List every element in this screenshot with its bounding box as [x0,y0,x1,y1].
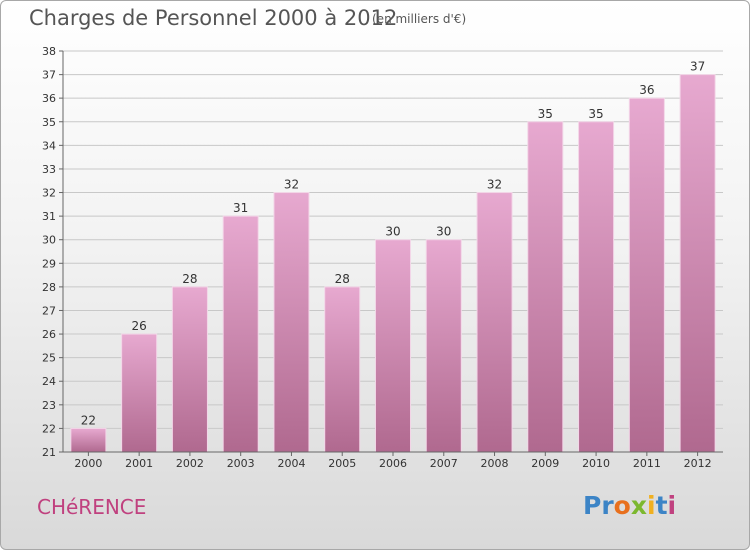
logo-letter: i [667,491,677,520]
bar-value-label: 26 [132,319,147,333]
logo-letter: i [647,491,656,520]
y-tick-label: 21 [42,446,56,459]
logo-letter: t [655,491,668,520]
logo-letter: P [583,491,602,520]
bar [171,286,208,453]
y-tick-label: 36 [42,92,56,105]
bar [121,333,158,453]
bar-value-label: 31 [233,201,248,215]
y-tick-label: 34 [42,139,56,152]
x-tick-label: 2006 [379,457,407,470]
y-tick-label: 29 [42,257,56,270]
commune-name: CHéRENCE [37,495,147,519]
y-tick-label: 25 [42,352,56,365]
chart-subtitle: (en milliers d'€) [372,12,467,26]
bar [628,97,665,453]
x-tick-label: 2010 [582,457,610,470]
labels: 21 22 23 24 25 26 27 28 29 30 31 32 33 34 35 36 37 38 22 20… [42,45,712,470]
x-tick-label: 2002 [176,457,204,470]
bar-value-label: 22 [81,413,96,427]
bar-value-label: 37 [690,60,705,74]
x-tick-label: 2008 [481,457,509,470]
proxiti-logo: Proxiti [583,491,676,520]
logo-letter: r [601,491,614,520]
bar-value-label: 28 [182,272,197,286]
y-tick-label: 33 [42,163,56,176]
bar [425,239,462,453]
y-tick-label: 37 [42,69,56,82]
bar-value-label: 32 [284,178,299,192]
bar [222,215,259,453]
x-tick-label: 2012 [684,457,712,470]
bar-value-label: 36 [639,83,654,97]
x-tick-label: 2005 [328,457,356,470]
logo-letter: x [630,491,647,520]
y-tick-label: 30 [42,234,56,247]
bar [273,192,310,453]
y-tick-label: 38 [42,45,56,58]
x-tick-label: 2001 [125,457,153,470]
y-tick-label: 32 [42,187,56,200]
y-tick-label: 31 [42,210,56,223]
bar [374,239,412,453]
bars [70,74,716,453]
axes [59,50,723,456]
y-tick-label: 24 [42,375,56,388]
chart-title: Charges de Personnel 2000 à 2012 [29,6,398,30]
x-tick-label: 2009 [531,457,559,470]
bar-value-label: 35 [588,107,603,121]
bar-value-label: 30 [436,225,451,239]
y-tick-label: 26 [42,328,56,341]
bar [324,286,361,453]
bar [578,121,615,453]
bar-value-label: 28 [335,272,350,286]
bar-value-label: 35 [538,107,553,121]
bar [476,192,513,453]
logo-letter: o [613,491,631,520]
x-tick-label: 2004 [277,457,305,470]
bar [527,121,564,453]
y-tick-label: 23 [42,399,56,412]
x-tick-label: 2000 [74,457,102,470]
y-tick-label: 27 [42,304,56,317]
bar-value-label: 30 [385,225,400,239]
x-tick-label: 2011 [633,457,661,470]
bar [679,74,716,453]
bar-value-label: 32 [487,178,502,192]
bar [70,427,107,453]
x-tick-label: 2003 [227,457,255,470]
y-tick-label: 28 [42,281,56,294]
y-tick-label: 35 [42,116,56,129]
y-tick-label: 22 [42,422,56,435]
x-tick-label: 2007 [430,457,458,470]
